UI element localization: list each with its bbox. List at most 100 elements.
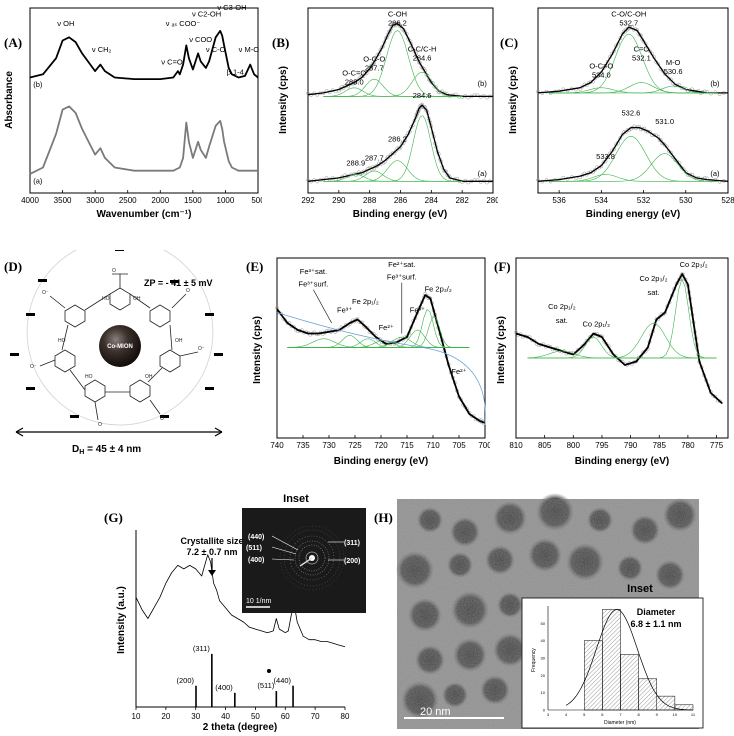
hydrodynamic-diameter: DH = 45 ± 4 nm: [72, 444, 141, 456]
panel-e-annotation: Fe²⁺: [379, 323, 394, 332]
panel-b-xtick-label: 292: [301, 196, 315, 205]
panel-c-xtick-label: 536: [552, 196, 566, 205]
panel-e-ylabel: Intensity (cps): [252, 316, 263, 384]
diameter-legend-value: 6.8 ± 1.1 nm: [631, 619, 682, 629]
panel-a-xtick-label: 1000: [217, 196, 235, 205]
panel-a-label: (A): [4, 35, 22, 50]
panel-b-peak-value: 287.7: [365, 64, 384, 73]
svg-text:HO: HO: [85, 374, 93, 380]
panel-f-label: (F): [494, 259, 511, 274]
panel-b-xtick-label: 288: [363, 196, 377, 205]
panel-e-xlabel: Binding energy (eV): [334, 456, 428, 467]
panel-d-label: (D): [4, 259, 22, 274]
panel-f-xtick-label: 780: [681, 441, 695, 450]
crystallite-size-title: Crystallite size: [180, 536, 243, 546]
panel-c-a-data-point: [618, 136, 623, 140]
panel-c-b-data-point: [667, 76, 671, 81]
panel-f-xtick-label: 775: [710, 441, 724, 450]
panel-e-xtick-label: 730: [322, 441, 336, 450]
panel-c-a-data-point: [683, 170, 688, 174]
svg-text:O: O: [112, 268, 116, 274]
panel-c-xtick-label: 534: [595, 196, 609, 205]
crystallite-arrowhead: [208, 570, 216, 576]
panel-e-annotation: Fe 2p₃/₂: [425, 285, 452, 294]
panel-c-b-data-point: [662, 72, 667, 76]
panel-a-annotation: β 1-4: [227, 67, 244, 76]
panel-b-b-data-point: [373, 57, 378, 61]
histogram-ytick-label: 0: [543, 708, 546, 713]
panel-f-annotation: Co 2p₁/₂: [582, 320, 610, 329]
panel-c-peak-value: 532.1: [632, 53, 651, 62]
panel-g-xtick-label: 70: [311, 712, 320, 721]
cyclodextrin-ring: [39, 273, 199, 421]
panel-g-xtick-label: 50: [251, 712, 260, 721]
panel-c-b-data-point: [597, 72, 602, 77]
panel-c-ylabel: Intensity (cps): [508, 66, 519, 134]
panel-e-xtick-label: 700: [478, 441, 490, 450]
panel-g-reference-label: (440): [274, 676, 292, 685]
panel-c-xtick-label: 528: [721, 196, 734, 205]
histogram-xtick-label: 3: [547, 712, 550, 717]
panel-c-a-data-point: [536, 178, 540, 182]
panel-b-ylabel: Intensity (cps): [278, 66, 289, 134]
core-label: Co-MION: [107, 344, 133, 350]
svg-text:HO: HO: [58, 338, 66, 344]
panel-c-component-a: [548, 135, 718, 182]
diameter-arrow: [15, 427, 223, 437]
panel-c-b-data-point: [605, 59, 610, 64]
svg-text:OH: OH: [133, 296, 141, 302]
panel-a-annotation: ν C-O: [206, 45, 226, 54]
panel-c-b-data-point: [536, 89, 540, 94]
panel-c-b-data-point: [618, 36, 623, 41]
panel-c-peak-value: 532.7: [619, 19, 638, 28]
panel-a-annotation: ν ₐₛ COO⁻: [166, 19, 201, 28]
panel-c-b-data-point: [669, 77, 673, 82]
panel-a-xtick-label: 2500: [119, 196, 137, 205]
panel-e-xtick-label: 735: [296, 441, 310, 450]
scale-bar-label: 20 nm: [420, 706, 451, 718]
panel-e-annotation: Fe³⁺sat.: [300, 267, 327, 276]
panel-a-annotation: ν C2-OH: [192, 9, 221, 18]
panel-a-xtick-label: 2000: [151, 196, 169, 205]
panel-c-a-data-point: [657, 138, 662, 142]
panel-g-xtick-label: 40: [221, 712, 230, 721]
saed-inset-title: Inset: [283, 493, 309, 505]
panel-a-annotation: ν C3-OH: [217, 3, 246, 12]
panel-a-ylabel: Absorbance: [4, 71, 15, 129]
panel-f-xtick-label: 795: [595, 441, 609, 450]
histogram-ytick-label: 30: [541, 656, 546, 661]
panel-b-b-data-point: [306, 91, 310, 96]
panel-b-component-b: [323, 71, 463, 97]
panel-b-frame: [307, 7, 494, 194]
panel-b-peak-name: O-C-O: [363, 55, 385, 64]
panel-b-xtick-label: 284: [425, 196, 439, 205]
co-mion-core: [99, 325, 141, 367]
panel-c-a-data-point: [659, 138, 663, 143]
panel-g-xlabel: 2 theta (degree): [203, 722, 277, 733]
saed-ring-311: (311): [344, 540, 360, 547]
crystallite-size-value: 7.2 ± 0.7 nm: [187, 547, 238, 557]
panel-g-xtick-label: 30: [191, 712, 200, 721]
saed-inset: [242, 508, 366, 613]
panel-a-xtick-label: 3500: [54, 196, 72, 205]
panel-b-peak-value-a: 286.2: [388, 134, 407, 143]
panel-a-xtick-label: 3000: [86, 196, 104, 205]
histogram-bar: [674, 704, 694, 711]
panel-c-a-data-point: [652, 133, 656, 138]
panel-c-peak-name: M-O: [666, 58, 681, 67]
panel-e-annotation: Fe²⁺sat.: [388, 260, 415, 269]
panel-g-ylabel: Intensity (a.u.): [116, 586, 127, 654]
panel-g-xtick-label: 60: [281, 712, 290, 721]
panel-e-annotation: Fe²⁺: [451, 367, 466, 376]
panel-b-a-data-point: [306, 178, 310, 182]
panel-c-a-data-point: [593, 168, 597, 172]
svg-text:OH: OH: [145, 374, 153, 380]
panel-b-curve-label: (a): [478, 169, 488, 178]
panel-c-b-data-point: [588, 80, 593, 84]
saed-ring-440: (440): [248, 534, 264, 541]
panel-e-xtick-label: 740: [270, 441, 284, 450]
panel-c-peak-value: 534.0: [592, 71, 611, 80]
svg-text:O: O: [186, 288, 190, 294]
panel-e-xtick-label: 705: [452, 441, 466, 450]
